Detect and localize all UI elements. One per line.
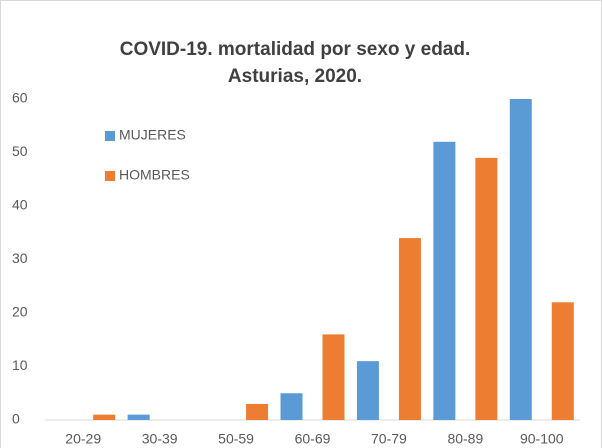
chart-title: COVID-19. mortalidad por sexo y edad. (120, 39, 471, 60)
bar (246, 403, 269, 420)
x-tick-label: 80-89 (447, 431, 483, 447)
x-tick-label: 50-59 (218, 431, 254, 447)
bar (356, 361, 379, 420)
x-tick-label: 30-39 (142, 431, 178, 447)
y-tick-label: 10 (12, 357, 28, 373)
bar (551, 302, 574, 420)
legend-swatch (105, 131, 115, 141)
x-tick-label: 90-100 (520, 431, 564, 447)
bar (280, 393, 303, 420)
y-tick-label: 60 (12, 90, 28, 106)
bar (475, 157, 498, 420)
bar (509, 99, 532, 420)
y-tick-label: 20 (12, 304, 28, 320)
legend-label: MUJERES (119, 127, 186, 143)
x-tick-label: 70-79 (371, 431, 407, 447)
y-tick-label: 50 (12, 143, 28, 159)
y-tick-label: 30 (12, 250, 28, 266)
bar (127, 414, 150, 420)
bar (322, 334, 345, 420)
legend-swatch (105, 171, 115, 181)
bar (433, 141, 456, 421)
x-tick-label: 60-69 (295, 431, 331, 447)
y-tick-label: 0 (12, 411, 20, 427)
legend-label: HOMBRES (119, 167, 190, 183)
bar (93, 414, 116, 420)
y-tick-label: 40 (12, 197, 28, 213)
x-tick-label: 20-29 (65, 431, 101, 447)
bar (398, 238, 421, 420)
chart-title: Asturias, 2020. (228, 66, 362, 87)
